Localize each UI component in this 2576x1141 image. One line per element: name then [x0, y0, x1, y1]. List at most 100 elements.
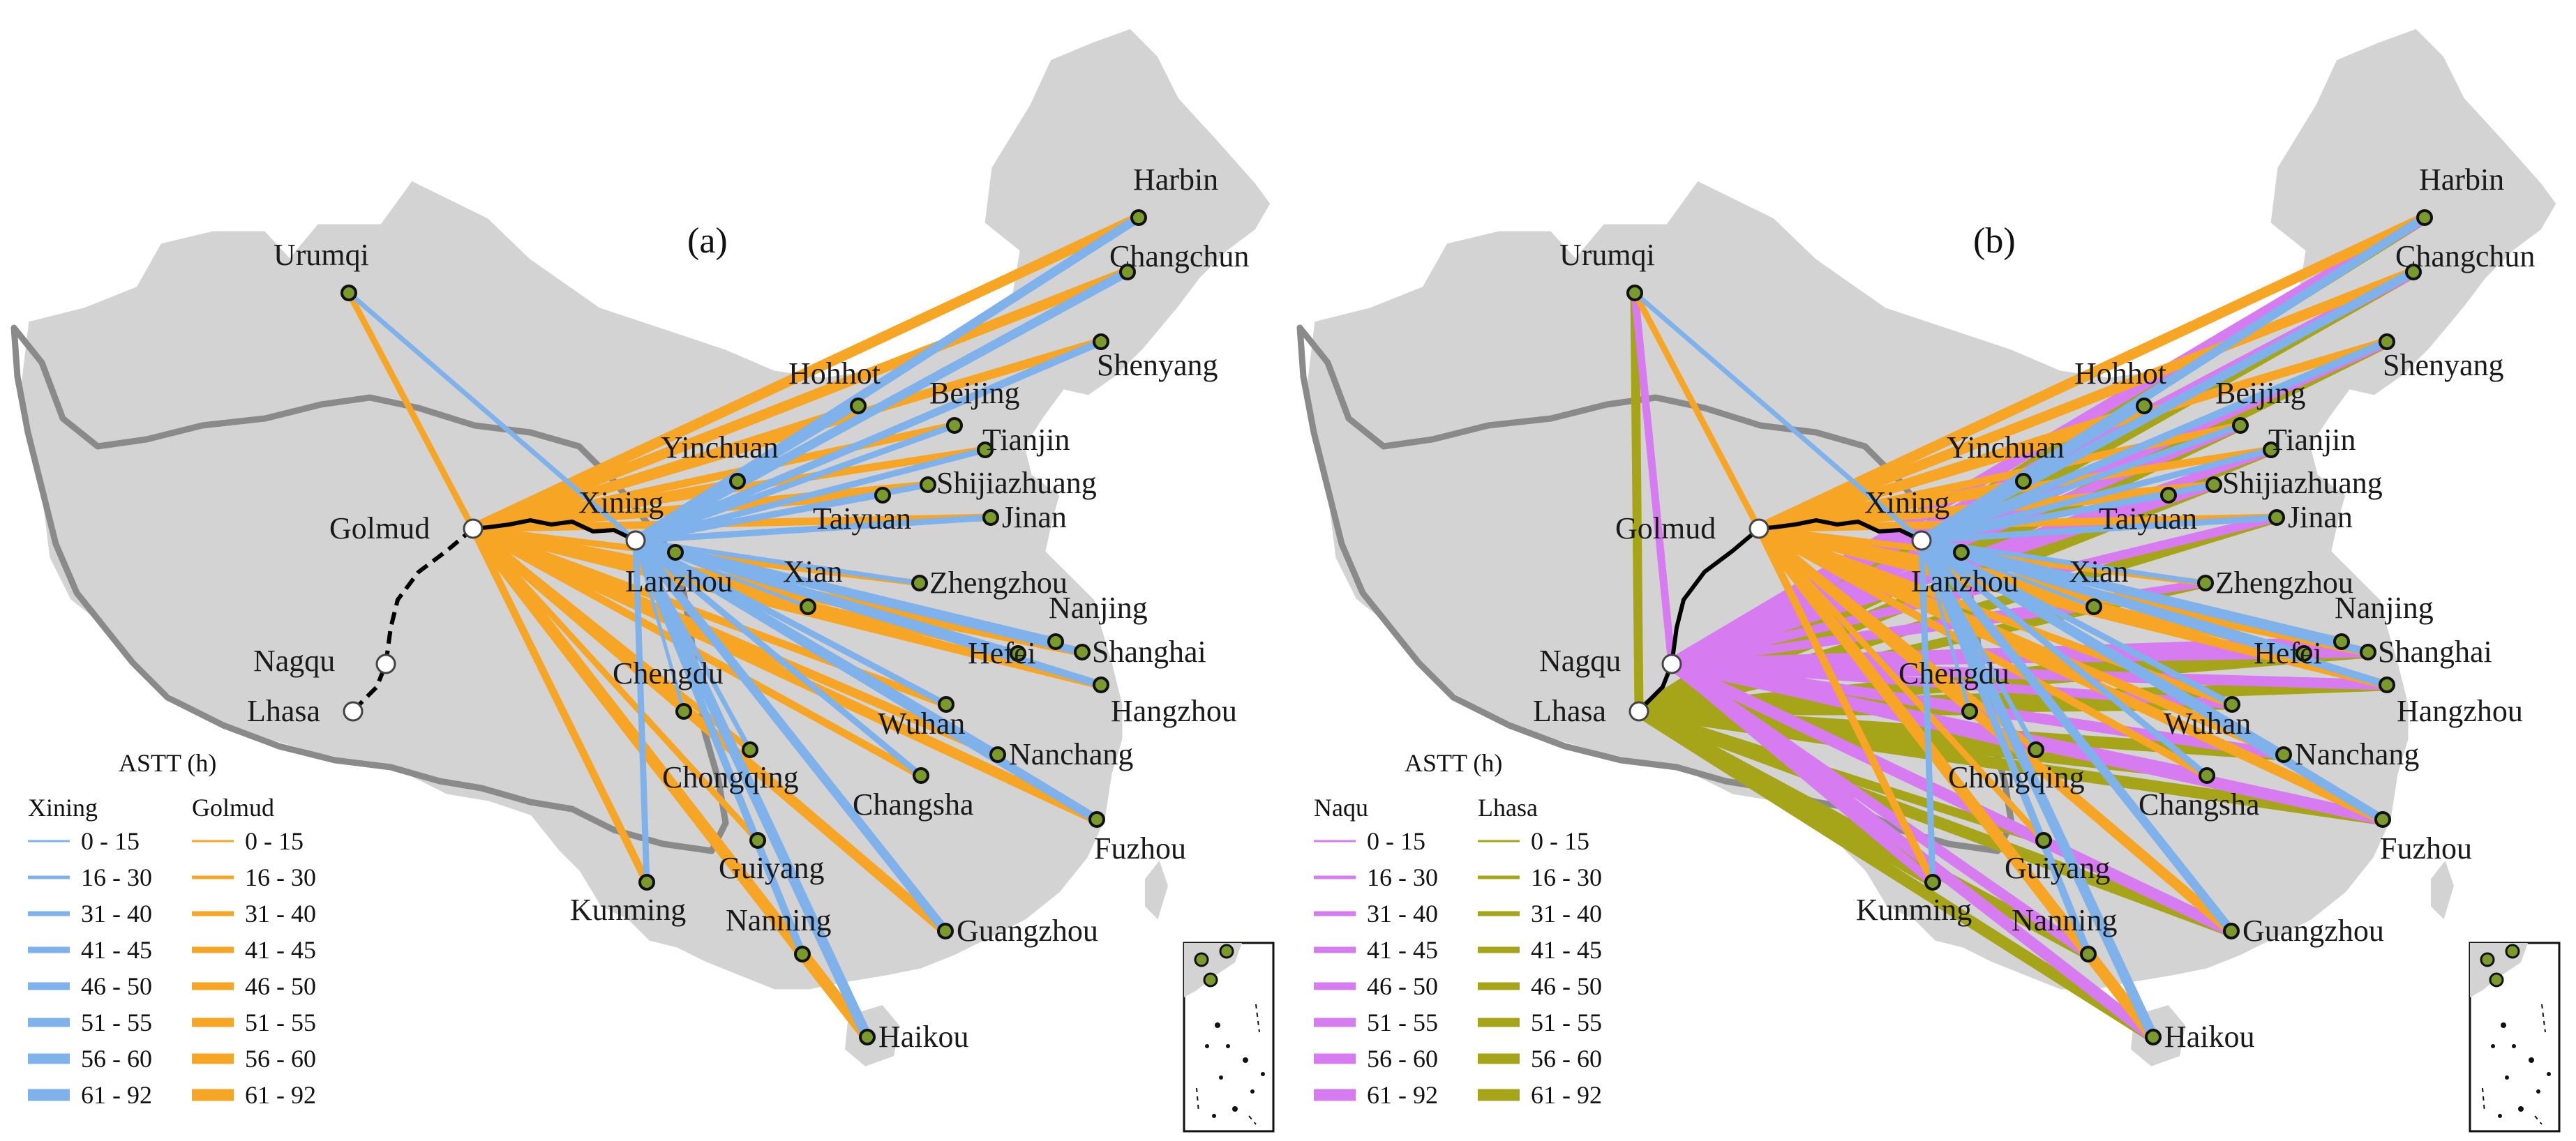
legend-class-label: 61 - 92: [1531, 1081, 1602, 1109]
city-label-beijing: Beijing: [929, 376, 1020, 410]
city-marker-chengdu: [675, 703, 692, 720]
city-marker-haikou: [859, 1029, 876, 1045]
route-xining-shanghai: [634, 536, 1084, 656]
legend-class-label: 51 - 55: [81, 1008, 152, 1036]
route-xining-tianjin: [634, 446, 987, 544]
city-label-zhengzhou: Zhengzhou: [929, 566, 1068, 600]
city-label-wuhan: Wuhan: [878, 706, 965, 741]
legend-class-label: 61 - 92: [81, 1081, 152, 1109]
city-marker-zhengzhou: [911, 575, 928, 591]
city-label-taiyuan: Taiyuan: [813, 501, 911, 536]
city-marker-shanghai: [1074, 644, 1091, 660]
city-label-changchun: Changchun: [1109, 239, 1249, 273]
city-marker-kunming: [1924, 874, 1941, 891]
route-lhasa-haikou: [1635, 706, 2157, 1043]
city-label-tianjin: Tianjin: [2268, 423, 2356, 457]
city-marker-hangzhou: [1093, 677, 1109, 693]
city-marker-wuhan: [2224, 696, 2240, 713]
city-marker-guangzhou: [937, 923, 954, 939]
route-nagqu-haikou: [1668, 659, 2157, 1042]
legend-class-label: 46 - 50: [245, 972, 316, 1000]
city-label-beijing: Beijing: [2215, 376, 2306, 410]
city-label-haikou: Haikou: [878, 1020, 969, 1054]
city-marker-xian: [2085, 598, 2102, 615]
city-marker-hohhot: [850, 398, 867, 414]
legend-class-label: 56 - 60: [245, 1045, 316, 1073]
city-marker-wuhan: [938, 696, 954, 713]
route-golmud-changchun: [471, 267, 1130, 534]
route-golmud-hangzhou: [1758, 524, 2388, 690]
origin-marker-xining: [1911, 530, 1932, 551]
city-marker-shenyang: [1093, 333, 1109, 350]
city-marker-nanjing: [2333, 633, 2350, 650]
city-label-wuhan: Wuhan: [2164, 706, 2251, 741]
route-xining-jinan: [1921, 514, 2277, 544]
route-golmud-hangzhou: [472, 524, 1102, 690]
railway-xining-golmud: [472, 517, 637, 543]
origin-marker-lhasa: [343, 701, 364, 722]
inset-city-marker: [1203, 972, 1218, 988]
city-marker-lanzhou: [667, 544, 684, 561]
city-marker-tianjin: [2263, 441, 2279, 458]
city-label-fuzhou: Fuzhou: [1094, 831, 1186, 866]
taiwan-island: [1144, 857, 1170, 922]
map-panel-b: Harbin Changchun Shenyang Hohhot Beijing Tian…: [1296, 27, 2561, 1133]
legend-class-label: 31 - 40: [1367, 900, 1438, 928]
origin-marker-golmud: [463, 518, 484, 539]
city-label-haikou: Haikou: [2164, 1020, 2255, 1054]
route-xining-urumqi: [1633, 291, 1924, 543]
city-marker-chengdu: [1961, 703, 1978, 720]
legend-class-label: 31 - 40: [245, 900, 316, 928]
city-label-xining: Xining: [1864, 485, 1949, 520]
route-golmud-shanghai: [1758, 524, 2369, 657]
city-label-hangzhou: Hangzhou: [1111, 694, 1237, 728]
city-marker-beijing: [2232, 417, 2249, 434]
route-xining-shenyang: [634, 338, 1103, 545]
route-xining-yinchuan: [1920, 479, 2025, 543]
city-label-harbin: Harbin: [2419, 163, 2504, 197]
route-xining-fuzhou: [1919, 536, 2386, 824]
route-xining-tianjin: [1920, 446, 2272, 544]
city-label-xian: Xian: [783, 554, 843, 589]
route-xining-zhengzhou: [1921, 538, 2206, 586]
city-label-changsha: Changsha: [853, 787, 974, 822]
route-xining-beijing: [1920, 422, 2242, 544]
origin-marker-golmud: [1748, 518, 1769, 539]
city-label-chengdu: Chengdu: [613, 656, 724, 690]
city-marker-shenyang: [2379, 333, 2395, 350]
city-marker-guiyang: [2035, 832, 2052, 849]
city-marker-changchun: [1119, 264, 1136, 280]
city-label-hangzhou: Hangzhou: [2397, 694, 2523, 728]
city-marker-tianjin: [977, 441, 994, 458]
city-marker-hefei: [1010, 645, 1026, 662]
city-marker-guiyang: [749, 832, 766, 849]
city-label-lanzhou: Lanzhou: [1911, 564, 2019, 598]
inset-city-marker: [1194, 952, 1209, 967]
city-marker-shanghai: [2360, 644, 2376, 660]
city-label-zhengzhou: Zhengzhou: [2215, 566, 2353, 600]
city-marker-taiyuan: [874, 487, 891, 504]
route-xining-fuzhou: [633, 536, 1100, 824]
legend-class-label: 46 - 50: [1531, 972, 1602, 1000]
route-golmud-fuzhou: [470, 524, 1100, 824]
legend-column-golmud: Golmud: [192, 794, 274, 822]
city-label-harbin: Harbin: [1133, 163, 1218, 197]
city-label-lanzhou: Lanzhou: [625, 564, 733, 598]
legend-title: ASTT (h): [119, 749, 216, 777]
legend-class-label: 0 - 15: [1367, 827, 1425, 855]
legend-class-label: 61 - 92: [1367, 1081, 1438, 1109]
origin-marker-nagqu: [1661, 653, 1682, 674]
city-label-urumqi: Urumqi: [274, 238, 369, 272]
route-lhasa-guangzhou: [1637, 706, 2233, 937]
city-marker-urumqi: [1626, 285, 1643, 301]
city-label-guiyang: Guiyang: [2005, 851, 2111, 885]
route-golmud-harbin: [1756, 213, 2427, 534]
route-xining-harbin: [1919, 213, 2427, 545]
city-label-nanjing: Nanjing: [1049, 591, 1148, 625]
city-marker-lanzhou: [1953, 544, 1970, 561]
route-xining-hangzhou: [634, 536, 1102, 689]
railway-xining-golmud: [1758, 517, 1923, 543]
route-golmud-changchun: [1757, 267, 2416, 534]
route-xining-taiyuan: [1921, 492, 2169, 543]
route-xining-beijing: [634, 422, 956, 544]
